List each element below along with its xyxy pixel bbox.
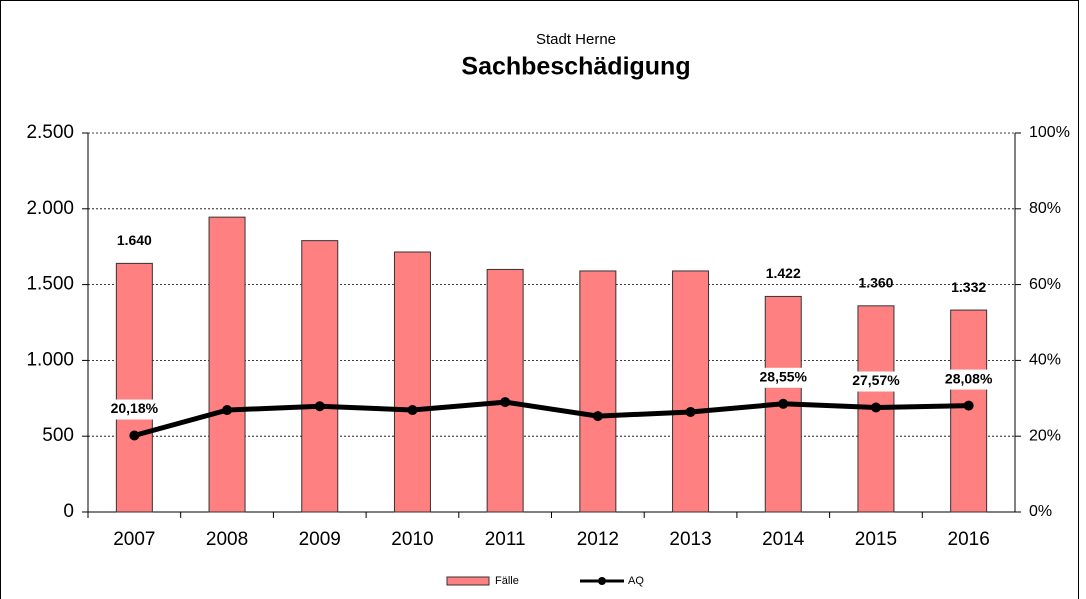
y-tick-label: 0 (63, 501, 74, 522)
aq-marker (778, 398, 789, 409)
label-bg (755, 367, 812, 388)
bar-value-label: 1.332 (951, 279, 986, 295)
x-tick-label: 2009 (299, 529, 341, 550)
bar-value-label: 1.422 (766, 265, 801, 281)
line-value-label: 27,57% (852, 372, 900, 388)
x-tick-label: 2016 (948, 529, 990, 550)
y-tick-label: 2.000 (26, 198, 74, 219)
bar (301, 240, 339, 513)
legend-marker (598, 577, 606, 585)
label-bg (106, 399, 163, 420)
aq-marker (685, 406, 696, 417)
chart-title: Sachbeschädigung (461, 53, 690, 81)
y2-tick-label: 60% (1029, 276, 1061, 293)
bar (486, 268, 524, 513)
y2-tick-label: 100% (1029, 124, 1070, 141)
bar (579, 270, 617, 513)
aq-marker (592, 411, 603, 422)
bar (950, 309, 988, 513)
y-tick-label: 2.500 (26, 122, 74, 143)
aq-marker (407, 405, 418, 416)
x-tick-label: 2010 (391, 529, 433, 550)
y2-tick-label: 80% (1029, 200, 1061, 217)
aq-line (133, 399, 969, 438)
y2-tick-label: 20% (1029, 427, 1061, 444)
aq-marker (129, 430, 140, 441)
label-bg (940, 369, 997, 390)
line-value-label: 20,18% (111, 400, 159, 416)
aq-marker (222, 405, 233, 416)
y-tick-label: 1.000 (26, 349, 74, 370)
aq-marker (314, 401, 325, 412)
bar-value-label: 1.640 (117, 232, 152, 248)
legend-swatch (446, 576, 490, 586)
x-tick-label: 2008 (206, 529, 248, 550)
bar (393, 251, 431, 513)
legend-label: Fälle (495, 575, 519, 587)
y-tick-label: 500 (42, 425, 74, 446)
legend-label: AQ (628, 575, 644, 587)
x-tick-label: 2011 (485, 529, 526, 550)
x-tick-label: 2007 (113, 529, 155, 550)
bar (115, 262, 153, 513)
aq-marker (963, 400, 974, 411)
x-tick-label: 2013 (669, 529, 711, 550)
bar (672, 270, 710, 513)
line-value-label: 28,55% (760, 368, 808, 384)
x-tick-label: 2012 (577, 529, 619, 550)
bar-value-label: 1.360 (858, 275, 893, 291)
bar (208, 216, 246, 513)
y-tick-label: 1.500 (26, 274, 74, 295)
y2-tick-label: 0% (1029, 503, 1052, 520)
line-value-label: 28,08% (945, 370, 993, 386)
aq-marker (500, 397, 511, 408)
x-tick-label: 2014 (762, 529, 805, 550)
x-tick-label: 2015 (855, 529, 897, 550)
aq-marker (870, 402, 881, 413)
y2-tick-label: 40% (1029, 352, 1061, 369)
label-bg (847, 371, 904, 392)
chart-subtitle: Stadt Herne (536, 31, 616, 48)
